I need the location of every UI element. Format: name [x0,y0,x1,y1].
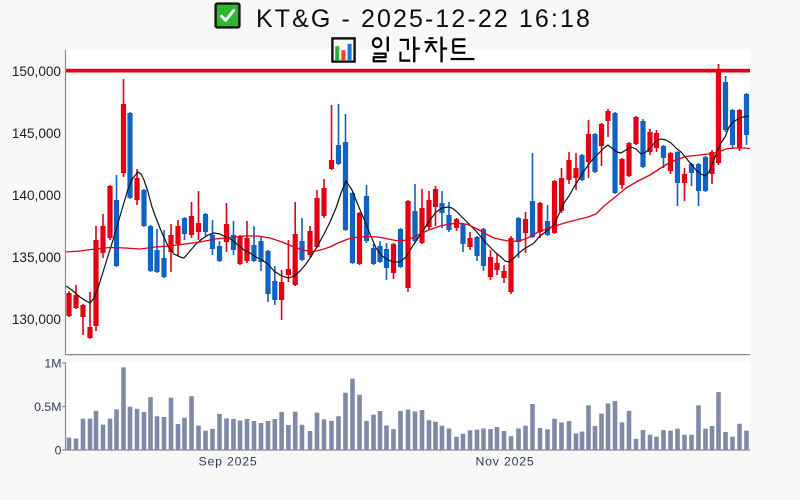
svg-text:0.5M: 0.5M [34,400,61,414]
svg-text:145,000: 145,000 [12,126,62,141]
svg-text:1M: 1M [44,356,61,370]
svg-text:150,000: 150,000 [12,64,62,79]
svg-text:Nov 2025: Nov 2025 [475,455,534,469]
svg-text:135,000: 135,000 [12,250,62,265]
svg-text:130,000: 130,000 [12,312,62,327]
svg-text:0: 0 [55,443,62,457]
svg-text:Sep 2025: Sep 2025 [198,455,257,469]
svg-text:140,000: 140,000 [12,188,62,203]
